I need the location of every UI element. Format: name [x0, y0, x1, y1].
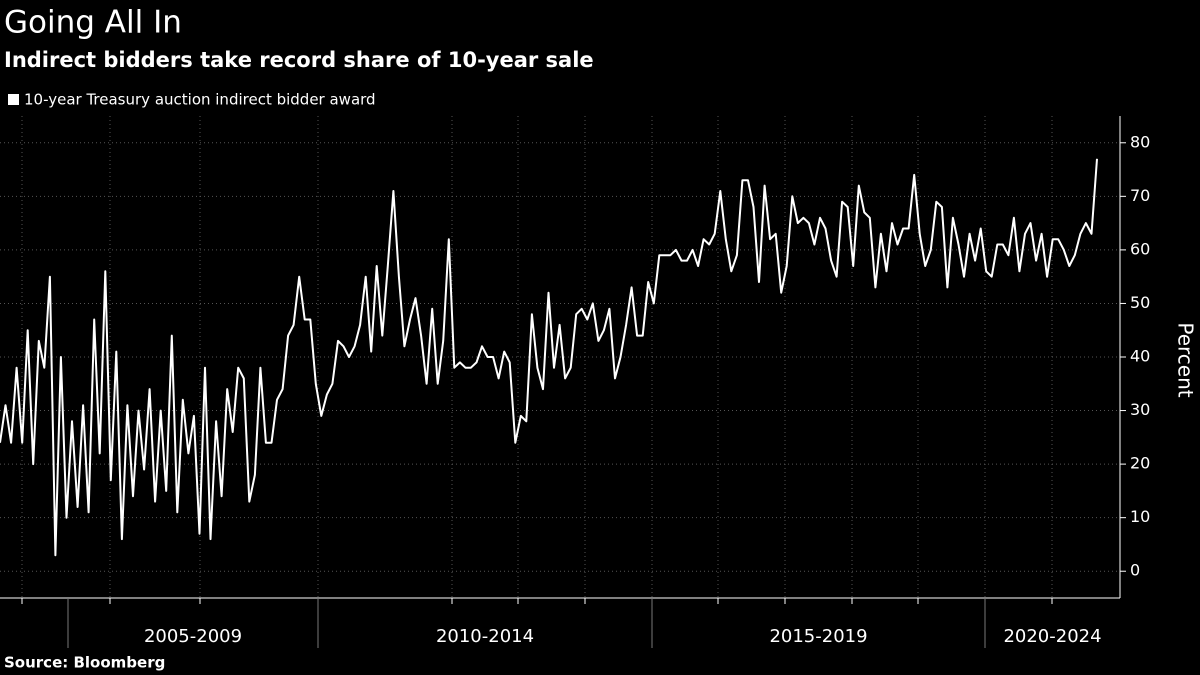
x-group-label: 2005-2009: [144, 626, 242, 647]
y-tick-label: 10: [1130, 507, 1150, 526]
y-tick-label: 20: [1130, 454, 1150, 473]
chart-subtitle: Indirect bidders take record share of 10…: [4, 48, 594, 72]
y-tick-label: 60: [1130, 239, 1150, 258]
source: Source: Bloomberg: [4, 654, 165, 672]
y-axis-label: Percent: [1174, 322, 1198, 397]
y-tick-label: 70: [1130, 186, 1150, 205]
chart-title: Going All In: [4, 5, 182, 41]
legend-swatch: [8, 94, 19, 105]
x-group-label: 2015-2019: [769, 626, 867, 647]
y-tick-label: 50: [1130, 293, 1150, 312]
x-group-label: 2010-2014: [436, 626, 534, 647]
y-tick-label: 80: [1130, 132, 1150, 151]
legend-label: 10-year Treasury auction indirect bidder…: [24, 91, 376, 109]
y-tick-label: 30: [1130, 400, 1150, 419]
y-tick-label: 0: [1130, 561, 1140, 580]
y-tick-label: 40: [1130, 347, 1150, 366]
x-group-label: 2020-2024: [1003, 626, 1101, 647]
series-line: [0, 158, 1098, 557]
